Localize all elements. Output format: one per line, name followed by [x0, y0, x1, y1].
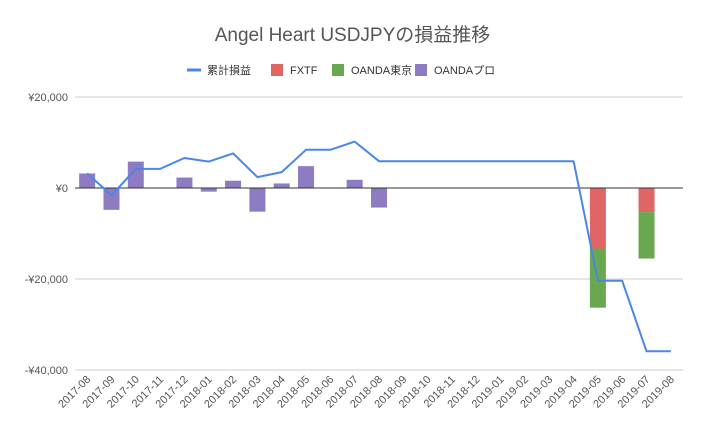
bar	[200, 188, 217, 192]
y-tick-label: ¥20,000	[27, 92, 68, 104]
bar	[371, 188, 387, 208]
bar	[589, 188, 606, 249]
bar	[225, 180, 242, 188]
y-tick-label: -¥40,000	[25, 365, 68, 377]
x-axis: 2017-082017-092017-102017-112017-122018-…	[56, 374, 677, 411]
legend-label: 累計損益	[207, 63, 251, 77]
legend-swatch	[332, 64, 344, 76]
legend-label: FXTF	[290, 65, 318, 77]
legend-item: FXTF	[271, 64, 318, 77]
legend-item: OANDAプロ	[415, 64, 495, 77]
bar	[346, 179, 363, 188]
bar	[176, 177, 193, 188]
bar-series	[79, 161, 655, 308]
bar	[638, 212, 655, 259]
y-tick-label: -¥20,000	[25, 274, 68, 286]
legend: 累計損益 FXTF OANDA東京 OANDAプロ	[187, 63, 495, 77]
y-axis: ¥20,000 ¥0 -¥20,000 -¥40,000	[25, 92, 68, 377]
legend-swatch	[415, 64, 427, 76]
line-series	[86, 140, 671, 353]
bar	[273, 183, 290, 188]
legend-label: OANDAプロ	[434, 64, 495, 77]
bar	[79, 173, 96, 188]
legend-item: 累計損益	[187, 63, 251, 77]
y-tick-label: ¥0	[55, 183, 68, 195]
series-line	[86, 140, 671, 353]
chart-title: Angel Heart USDJPYの損益推移	[214, 25, 491, 46]
bar	[103, 188, 120, 210]
legend-label: OANDA東京	[351, 63, 412, 77]
bar	[298, 166, 315, 188]
legend-swatch	[271, 64, 283, 76]
bar	[638, 188, 655, 213]
bar	[249, 188, 266, 212]
legend-item: OANDA東京	[332, 63, 412, 77]
